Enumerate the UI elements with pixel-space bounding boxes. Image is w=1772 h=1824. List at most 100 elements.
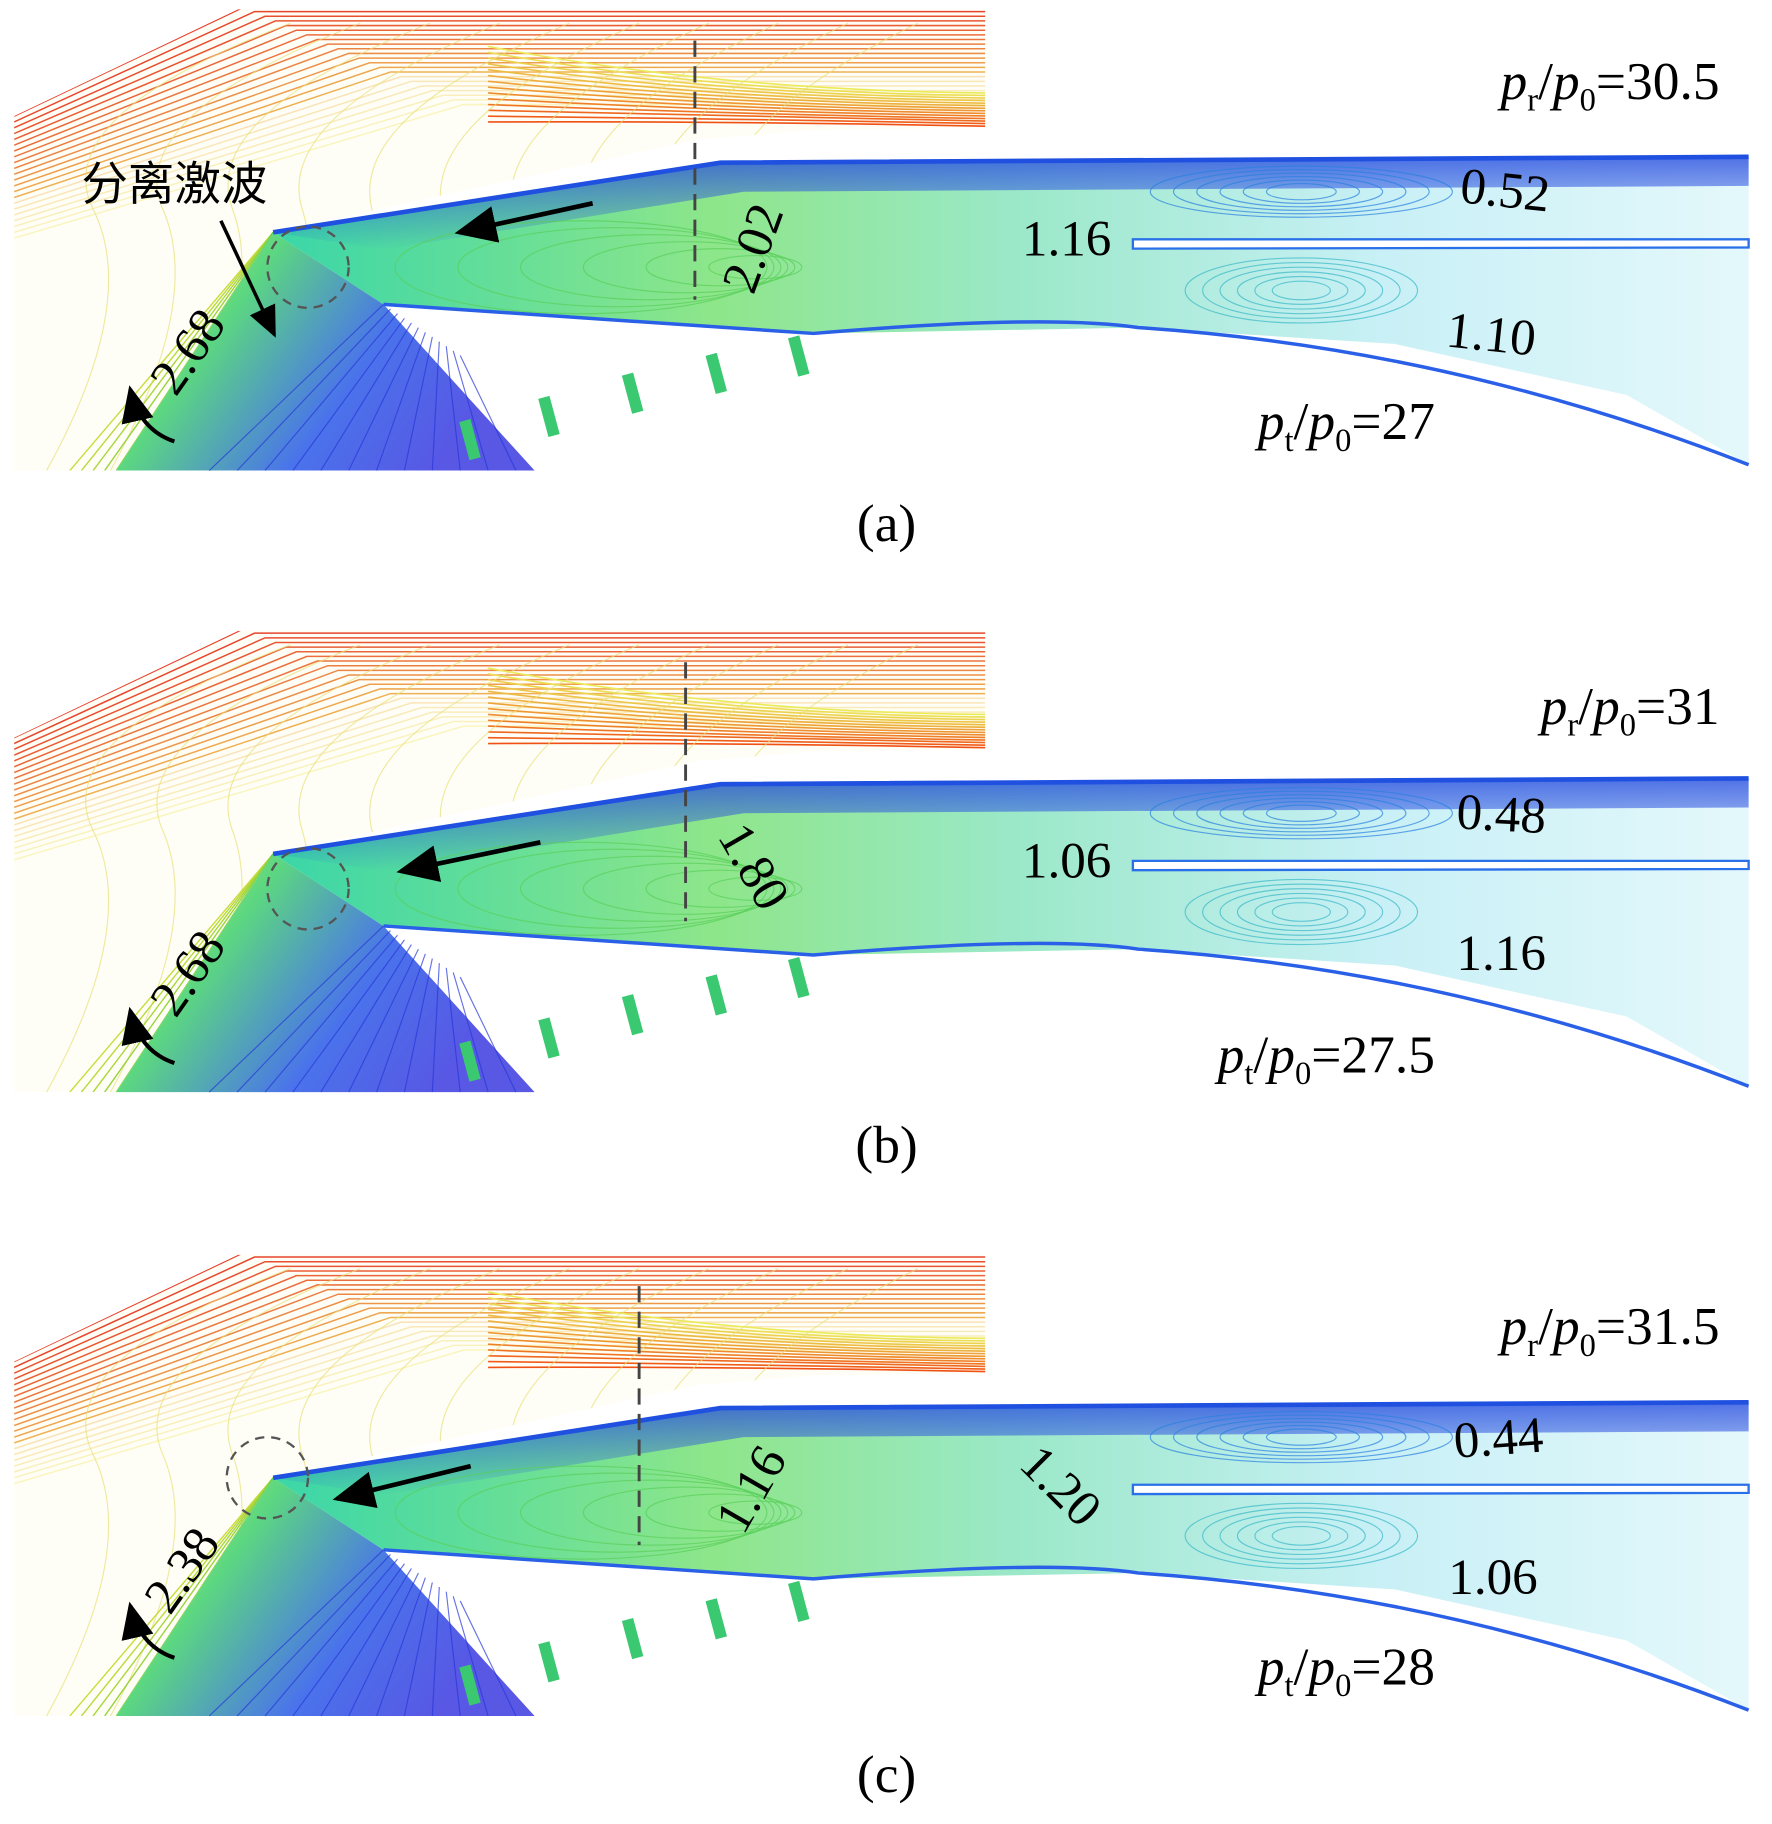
contour <box>488 1325 986 1355</box>
contour <box>1242 179 1361 204</box>
contour <box>394 220 768 315</box>
contour <box>394 1465 768 1560</box>
contour <box>445 967 461 1093</box>
contour <box>14 702 986 832</box>
contour <box>14 38 986 158</box>
contour <box>69 1477 274 1716</box>
ratio-part: 0 <box>1295 1056 1311 1092</box>
channel-wall <box>272 154 1749 235</box>
ratio-part: / <box>1538 51 1553 111</box>
curved-arrow <box>121 385 176 444</box>
contour <box>14 48 986 170</box>
contour <box>14 1298 986 1421</box>
bleed-slot <box>788 335 810 377</box>
ratio-part: 0 <box>1580 1328 1596 1364</box>
channel-wall <box>272 776 1749 857</box>
contour <box>487 63 986 102</box>
value-label: 0.52 <box>1458 157 1553 223</box>
contour <box>1172 169 1430 215</box>
ratio-part: p <box>1497 1296 1528 1356</box>
ratio-part: 0 <box>1335 1668 1351 1704</box>
value-label: 1.10 <box>1444 301 1539 367</box>
ratio-part: / <box>1294 1637 1309 1697</box>
annotation: 分离激波 <box>81 157 267 211</box>
contour <box>110 22 361 471</box>
splitter <box>1131 238 1750 250</box>
contour <box>14 651 986 768</box>
contour <box>14 1284 986 1403</box>
contour <box>488 702 986 731</box>
contour <box>104 1477 274 1716</box>
contour <box>264 1558 398 1717</box>
contour <box>14 655 986 774</box>
contour <box>14 57 986 181</box>
contour <box>582 241 789 294</box>
ratio-part: p <box>1214 1024 1245 1084</box>
bleed-slot <box>459 1664 481 1706</box>
contour <box>1219 1421 1384 1453</box>
contour <box>445 346 461 471</box>
contour <box>1219 176 1384 208</box>
contour <box>14 71 986 199</box>
contour <box>488 86 986 112</box>
contour <box>487 45 986 94</box>
contour <box>14 674 986 797</box>
pressure-ratio: pr/p0=31.5 <box>1497 1296 1720 1364</box>
pressure-ratio: pr/p0=31 <box>1537 676 1720 744</box>
contour <box>236 308 391 471</box>
contour <box>14 1293 986 1415</box>
contour <box>487 68 986 104</box>
contour <box>14 632 986 745</box>
contour <box>14 678 986 803</box>
contour <box>487 678 986 721</box>
contour <box>292 1563 405 1717</box>
contour <box>488 1337 986 1360</box>
contour <box>1219 888 1384 936</box>
contour <box>1242 1424 1361 1450</box>
contour <box>403 1582 433 1717</box>
bleed-slot <box>621 994 644 1036</box>
pressure-ratio: pt/p0=28 <box>1254 1637 1435 1705</box>
contour <box>1236 892 1366 932</box>
contour <box>457 227 775 308</box>
ratio-part: t <box>1284 1668 1293 1704</box>
contour <box>459 355 517 471</box>
contour <box>1149 1410 1453 1464</box>
contour <box>14 1335 986 1467</box>
contour <box>488 1349 986 1365</box>
contour <box>320 944 412 1093</box>
ratio-part: p <box>1589 676 1620 736</box>
contour <box>14 1302 986 1427</box>
contour <box>452 972 489 1093</box>
channel-top <box>273 156 1749 250</box>
contour <box>488 742 986 749</box>
ratio-part: p <box>1254 1637 1285 1697</box>
contour <box>488 736 986 746</box>
bleed-slot <box>459 1040 481 1082</box>
bleed-slot <box>705 352 727 395</box>
contour <box>488 731 986 744</box>
contour <box>1149 165 1453 218</box>
contour <box>459 976 517 1093</box>
contour <box>582 862 789 915</box>
panel: 2.681.80 1.060.481.16pr/p0=31pt/p0=27.5(b… <box>14 630 1750 1174</box>
contour <box>104 853 274 1093</box>
contour <box>452 1596 489 1717</box>
contour <box>520 234 782 301</box>
contour <box>376 953 426 1093</box>
contour <box>1265 804 1337 822</box>
contour <box>645 869 796 908</box>
bleed-slot <box>788 956 810 999</box>
contour <box>457 1472 775 1553</box>
contour <box>80 853 274 1093</box>
ratio-part: p <box>1497 51 1528 111</box>
contour <box>14 1307 986 1433</box>
caption: (c) <box>857 1744 916 1804</box>
contour <box>431 341 440 471</box>
ramp-flow <box>116 1477 535 1716</box>
contour <box>645 248 796 287</box>
contour <box>14 641 986 756</box>
contour <box>1196 794 1407 833</box>
curved-arrow <box>121 1006 176 1065</box>
contour <box>488 713 986 736</box>
